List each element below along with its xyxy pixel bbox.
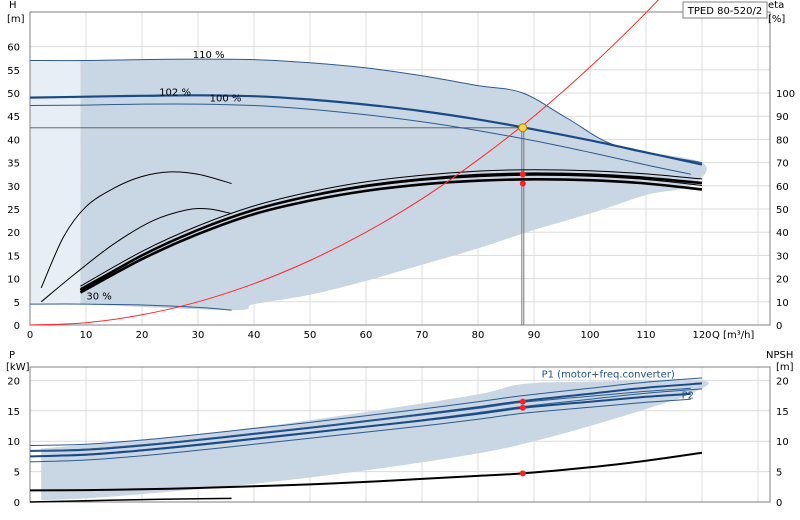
plot-frame xyxy=(29,11,771,326)
left-axis-name: H xyxy=(9,0,17,11)
power-curve-boundary xyxy=(29,398,691,463)
x-tick-label: 110 xyxy=(636,330,655,341)
y-tick-label-right: 0 xyxy=(776,498,782,509)
y-tick-label-right: 20 xyxy=(776,376,789,387)
y-tick-label-right: 5 xyxy=(776,468,782,479)
efficiency-curve xyxy=(80,174,703,289)
head-curve xyxy=(29,58,703,164)
y-tick-label-right: 70 xyxy=(776,159,789,170)
efficiency-curves xyxy=(40,169,703,303)
x-axis-label: Q [m³/h] xyxy=(712,330,754,341)
y-tick-label-left: 45 xyxy=(7,112,20,123)
y-tick-label-right: 10 xyxy=(776,298,789,309)
y-tick-label-left: 15 xyxy=(7,407,20,418)
x-tick-label: 40 xyxy=(248,330,261,341)
power-marker xyxy=(519,398,526,405)
system-curve xyxy=(29,0,660,326)
y-tick-label-left: 5 xyxy=(14,468,20,479)
y-tick-label-right: 0 xyxy=(776,321,782,332)
x-tick-label: 20 xyxy=(136,330,149,341)
y-tick-label-left: 55 xyxy=(7,66,20,77)
efficiency-curve xyxy=(80,169,703,287)
x-tick-label: 50 xyxy=(304,330,317,341)
y-tick-label-right: 100 xyxy=(776,89,795,100)
y-tick-label-left: 30 xyxy=(7,182,20,193)
plot-frame xyxy=(29,366,771,503)
y-tick-label-left: 0 xyxy=(14,498,20,509)
curve-label: 30 % xyxy=(86,291,111,302)
curve-label: 110 % xyxy=(193,50,225,61)
y-tick-label-left: 0 xyxy=(14,321,20,332)
npsh-marker xyxy=(519,470,526,477)
power-series: P1 (motor+freq.converter) P2 xyxy=(29,369,703,503)
y-tick-label-left: 5 xyxy=(14,298,20,309)
efficiency-marker xyxy=(519,171,526,178)
head-curve xyxy=(29,103,691,175)
product-tag: TPED 80-520/2 xyxy=(687,6,763,17)
curve-label: 100 % xyxy=(210,93,242,104)
axes: 0 5 10 15 20 25 30 35 40 45 50 55 60 0 10 20 30 40 50 60 70 8… xyxy=(7,0,795,341)
x-tick-label: 80 xyxy=(472,330,485,341)
x-tick-label: 30 xyxy=(192,330,205,341)
y-tick-label-right: 10 xyxy=(776,437,789,448)
y-tick-label-left: 10 xyxy=(7,275,20,286)
head-series: 110 % 102 % 100 % 30 % xyxy=(29,0,703,326)
head-curve xyxy=(29,303,232,311)
axes: 0 5 10 15 20 0 5 10 15 20 P[kW] NPSH[m] xyxy=(6,350,794,509)
head-curve xyxy=(29,94,703,166)
operating-point-marker xyxy=(518,123,528,133)
right-axis-name: NPSH xyxy=(766,350,793,361)
head-efficiency-panel: 0 5 10 15 20 25 30 35 40 45 50 55 60 0 10 20 30 40 50 60 70 8… xyxy=(7,0,795,341)
npsh-curve xyxy=(29,497,232,503)
x-tick-label: 120 xyxy=(692,330,711,341)
left-axis-unit: [kW] xyxy=(6,362,30,373)
x-tick-label: 70 xyxy=(416,330,429,341)
y-tick-label-left: 50 xyxy=(7,89,20,100)
left-axis-unit: [m] xyxy=(7,14,25,25)
power-curve-label: P1 (motor+freq.converter) xyxy=(542,369,675,380)
y-tick-label-right: 60 xyxy=(776,182,789,193)
y-tick-label-right: 40 xyxy=(776,228,789,239)
power-marker xyxy=(519,404,526,411)
power-curve-boundary xyxy=(29,387,691,452)
y-tick-label-left: 60 xyxy=(7,43,20,54)
x-tick-label: 90 xyxy=(528,330,541,341)
y-tick-label-left: 10 xyxy=(7,437,20,448)
y-tick-label-left: 20 xyxy=(7,228,20,239)
y-tick-label-right: 15 xyxy=(776,407,789,418)
x-tick-label: 10 xyxy=(80,330,93,341)
operating-range-area xyxy=(80,59,707,311)
x-tick-label: 60 xyxy=(360,330,373,341)
left-axis-name: P xyxy=(9,350,15,361)
right-axis-unit: [m] xyxy=(776,362,794,373)
power-curve-boundary xyxy=(29,377,703,446)
low-flow-area xyxy=(30,60,81,305)
x-tick-label: 0 xyxy=(27,330,33,341)
y-tick-label-left: 15 xyxy=(7,251,20,262)
power-curve xyxy=(29,392,691,458)
right-axis-name: eta xyxy=(768,0,784,11)
y-tick-label-right: 80 xyxy=(776,135,789,146)
y-tick-label-right: 90 xyxy=(776,112,789,123)
operating-range-area xyxy=(41,379,709,501)
x-tick-label: 100 xyxy=(580,330,599,341)
npsh-curve xyxy=(29,451,703,492)
y-tick-label-right: 20 xyxy=(776,275,789,286)
efficiency-curve xyxy=(40,208,232,303)
y-tick-label-left: 35 xyxy=(7,159,20,170)
power-npsh-panel: 0 5 10 15 20 0 5 10 15 20 P[kW] NPSH[m] P1 (motor+fr… xyxy=(6,350,794,509)
y-tick-label-left: 20 xyxy=(7,376,20,387)
y-tick-label-right: 30 xyxy=(776,251,789,262)
y-tick-label-right: 50 xyxy=(776,205,789,216)
efficiency-curve xyxy=(40,171,232,289)
right-axis-unit: [%] xyxy=(768,14,785,25)
power-curve-label: P2 xyxy=(682,391,694,402)
y-tick-label-left: 40 xyxy=(7,135,20,146)
efficiency-curve xyxy=(79,177,703,294)
y-tick-label-left: 25 xyxy=(7,205,20,216)
efficiency-marker xyxy=(519,180,526,187)
curve-label: 102 % xyxy=(159,87,191,98)
product-tag-box xyxy=(682,1,768,19)
